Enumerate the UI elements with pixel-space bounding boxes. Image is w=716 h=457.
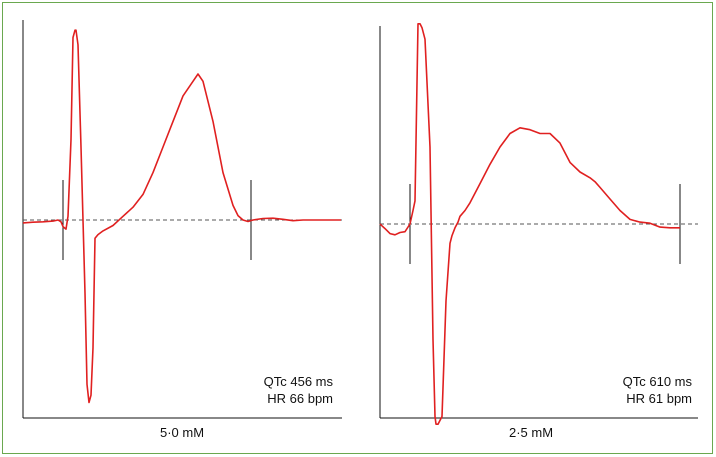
panel2-x-label: 2·5 mM <box>509 425 553 440</box>
panel1-x-label: 5·0 mM <box>160 425 204 440</box>
panel1-qtc-label: QTc 456 ms <box>264 374 334 389</box>
panel2-hr-label: HR 61 bpm <box>626 391 692 406</box>
panel1-hr-label: HR 66 bpm <box>267 391 333 406</box>
panel-5mm: QTc 456 ms HR 66 bpm 5·0 mM <box>22 20 342 440</box>
panel1-ecg-trace <box>22 29 341 404</box>
panel2-ecg-trace <box>379 23 680 425</box>
panel-2-5mm: QTc 610 ms HR 61 bpm 2·5 mM <box>379 23 698 440</box>
panel2-qtc-label: QTc 610 ms <box>623 374 693 389</box>
